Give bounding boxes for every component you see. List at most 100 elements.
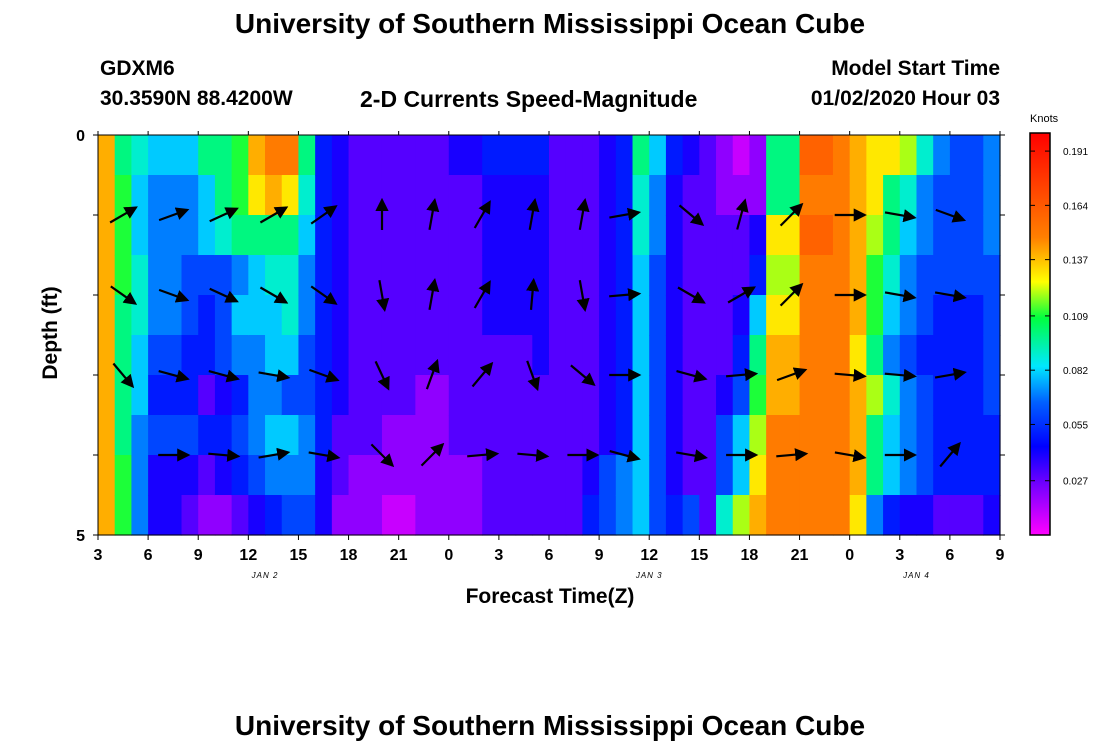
heatmap-cell (114, 335, 132, 376)
heatmap-cell (281, 455, 300, 496)
heatmap-cell (682, 175, 700, 216)
heatmap-cell (515, 175, 533, 216)
heatmap-cell (565, 295, 583, 336)
date-label: JAN 3 (635, 571, 663, 580)
heatmap-cell (448, 175, 483, 216)
heatmap-cell (181, 135, 199, 176)
current-vector-arrow (308, 449, 341, 463)
heatmap-cell (482, 455, 517, 496)
heatmap-cell (198, 375, 216, 416)
current-vector-arrow (884, 368, 917, 382)
heatmap-cell (883, 175, 901, 216)
heatmap-cell (883, 375, 901, 416)
heatmap-cell (916, 375, 934, 416)
heatmap-cell (749, 255, 767, 296)
heatmap-cell (933, 335, 951, 376)
heatmap-cell (198, 455, 216, 496)
heatmap-cell (448, 335, 483, 376)
heatmap-cell (916, 295, 934, 336)
heatmap-cell (766, 415, 801, 456)
heatmap-cell (866, 255, 884, 296)
current-vector-arrow (726, 368, 759, 382)
heatmap-cell (549, 215, 567, 256)
heatmap-cell (983, 495, 1001, 536)
heatmap-cell (98, 215, 116, 256)
heatmap-cell (949, 455, 984, 496)
heatmap-cell (549, 295, 567, 336)
heatmap-cell (265, 215, 283, 256)
heatmap-cell (532, 135, 550, 176)
heatmap-cell (716, 175, 734, 216)
heatmap-cell (582, 255, 600, 296)
heatmap-cell (214, 335, 233, 376)
heatmap-cell (214, 295, 233, 336)
current-vector-arrow (208, 369, 240, 383)
heatmap-cell (565, 255, 583, 296)
heatmap-cell (766, 375, 801, 416)
heatmap-cell (348, 215, 383, 256)
heatmap-cell (832, 455, 851, 496)
heatmap-cell (549, 415, 567, 456)
current-vector-arrow (425, 358, 440, 390)
heatmap-cell (899, 215, 918, 256)
heatmap-cell (899, 415, 918, 456)
heatmap-cell (582, 215, 600, 256)
heatmap-cell (933, 375, 951, 416)
heatmap-cell (849, 215, 867, 256)
heatmap-cell (181, 415, 199, 456)
current-vector-arrow (426, 278, 440, 310)
heatmap-cell (615, 375, 634, 416)
heatmap-cell (98, 295, 116, 336)
heatmap-cell (832, 255, 851, 296)
heatmap-cell (599, 255, 617, 296)
heatmap-cell (248, 495, 266, 536)
heatmap-cell (248, 295, 266, 336)
heatmap-cell (949, 255, 984, 296)
heatmap-cell (281, 255, 300, 296)
heatmap-cell (114, 215, 132, 256)
heatmap-cell (231, 455, 249, 496)
heatmap-cell (582, 135, 600, 176)
heatmap-cell (315, 295, 333, 336)
heatmap-cell (348, 455, 383, 496)
heatmap-cell (348, 295, 383, 336)
heatmap-cell (248, 215, 266, 256)
heatmap-cell (883, 455, 901, 496)
heatmap-cell (732, 255, 751, 296)
heatmap-cell (749, 375, 767, 416)
heatmap-cell (114, 255, 132, 296)
heatmap-cell (582, 175, 600, 216)
heatmap-cell (231, 335, 249, 376)
heatmap-cell (766, 175, 801, 216)
heatmap-cell (749, 415, 767, 456)
heatmap-cell (749, 495, 767, 536)
heatmap-cell (716, 455, 734, 496)
heatmap-cell (649, 295, 667, 336)
heatmap-cell (214, 215, 233, 256)
heatmap-cell (148, 455, 183, 496)
heatmap-cell (148, 215, 183, 256)
heatmap-cell (849, 335, 867, 376)
heatmap-cell (315, 135, 333, 176)
heatmap-cell (348, 495, 383, 536)
heatmap-cell (582, 295, 600, 336)
heatmap-cell (899, 135, 918, 176)
heatmap-cell (114, 175, 132, 216)
heatmap-cell (699, 135, 717, 176)
heatmap-cell (214, 415, 233, 456)
heatmap-cell (131, 175, 149, 216)
x-tick-label: 6 (144, 547, 153, 564)
heatmap-cell (916, 335, 934, 376)
heatmap-cell (599, 415, 617, 456)
heatmap-cell (916, 495, 934, 536)
x-tick-label: 0 (444, 547, 453, 564)
heatmap-cell (883, 295, 901, 336)
heatmap-cell (983, 135, 1001, 176)
heatmap-cell (632, 455, 650, 496)
heatmap-cell (883, 335, 901, 376)
current-vector-arrow (376, 280, 390, 312)
heatmap-cell (131, 215, 149, 256)
x-tick-label: 21 (390, 547, 408, 564)
heatmap-cell (599, 335, 617, 376)
heatmap-cell (866, 495, 884, 536)
